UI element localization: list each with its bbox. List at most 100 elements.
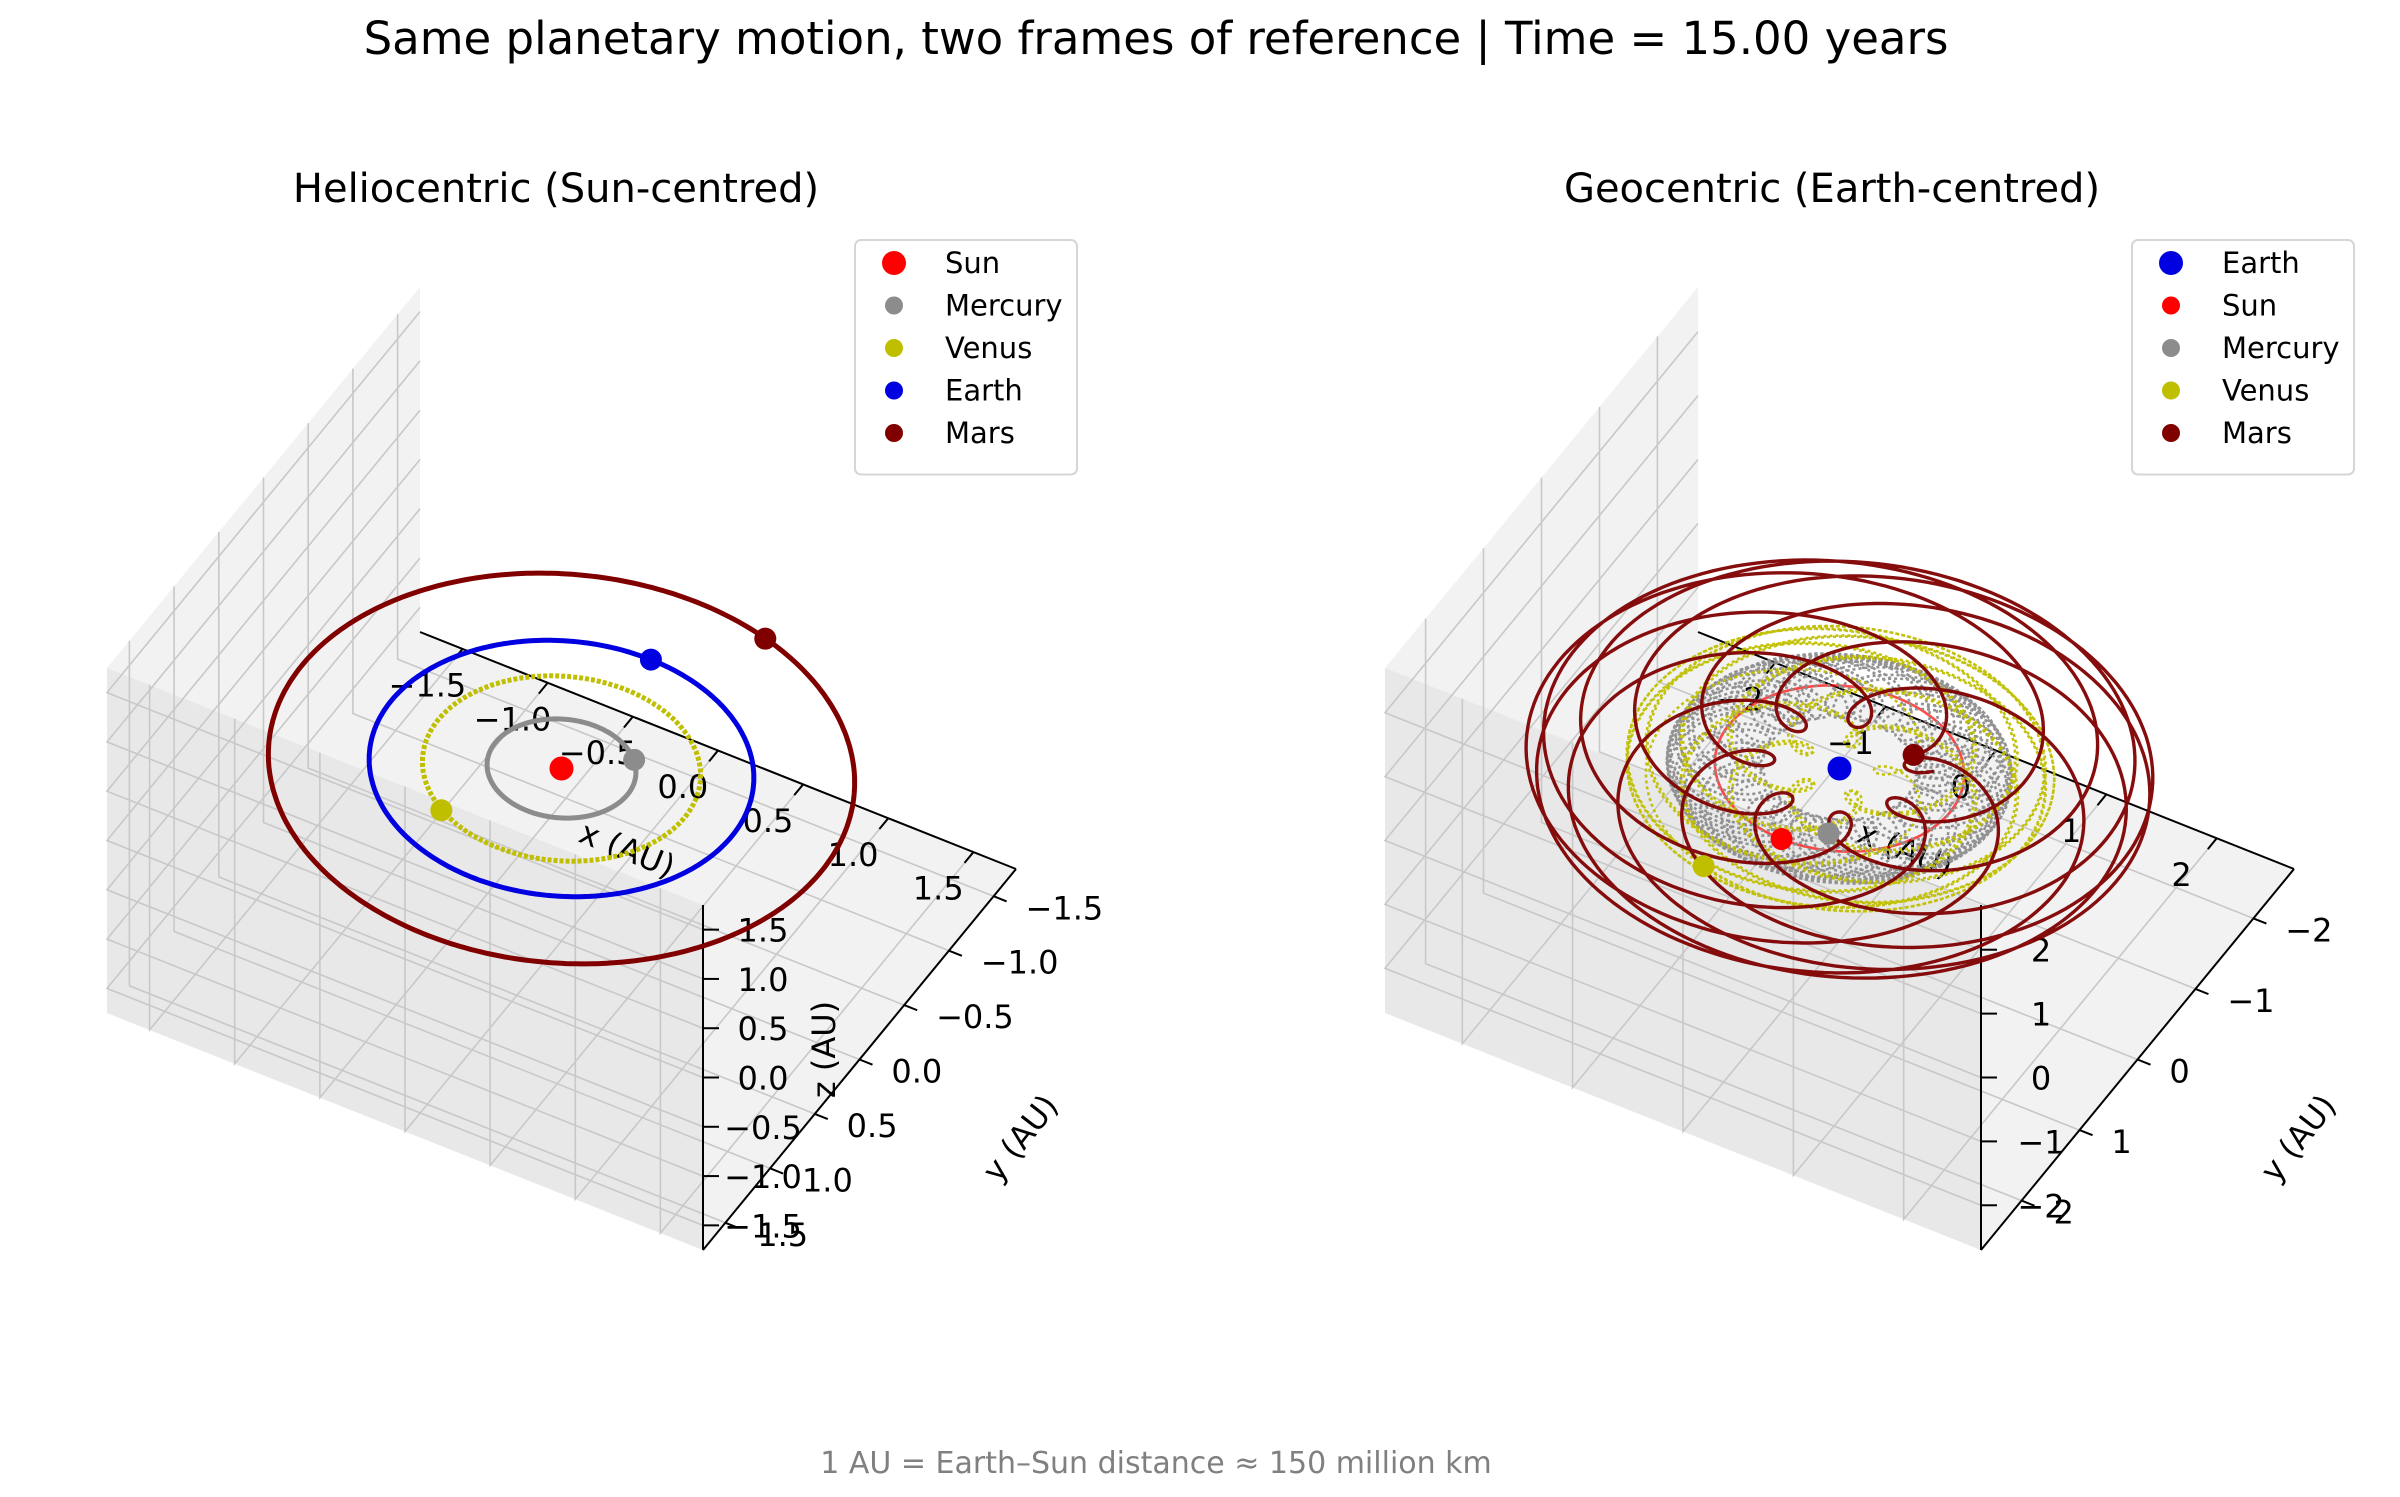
y-tick-label: 2 — [2053, 1194, 2073, 1232]
x-tick-mark — [2096, 793, 2108, 806]
orbit-earth — [366, 637, 757, 900]
y-grid-line — [218, 531, 816, 1115]
z-tick-label: 1.0 — [738, 961, 789, 999]
legend-marker-mars — [2162, 424, 2180, 442]
y-grid-line — [262, 477, 860, 1061]
marker-sun — [549, 756, 574, 781]
legend-label-mars: Mars — [2222, 416, 2292, 450]
legend-label-mars: Mars — [945, 416, 1015, 450]
legend-label-mercury: Mercury — [945, 289, 1063, 323]
x-tick-label: 0.5 — [742, 802, 793, 840]
y-grid-line — [307, 423, 905, 1006]
x-grid-line — [1792, 793, 2108, 1178]
y-tick-mark — [724, 1221, 739, 1229]
figure-footnote: 1 AU = Earth–Sun distance ≈ 150 million … — [820, 1446, 1492, 1481]
x-tick-mark — [793, 783, 804, 796]
y-tick-mark — [859, 1058, 873, 1066]
legend-marker-venus — [2162, 381, 2180, 400]
y-grid-line — [1424, 618, 2022, 1202]
legend-label-earth: Earth — [945, 374, 1023, 408]
y-grid-line — [396, 314, 994, 897]
x-grid-line — [404, 749, 719, 1134]
heliocentric-legend: Sun Mercury Venus Earth Mars — [854, 239, 1078, 476]
y-grid-line — [1656, 336, 2254, 920]
y-tick-label: 1 — [2111, 1123, 2131, 1161]
y-tick-mark — [814, 1112, 829, 1121]
legend-marker-sun — [882, 251, 906, 275]
z-grid-line — [1383, 458, 1982, 1079]
x-tick-mark — [538, 682, 549, 695]
y-tick-mark — [2253, 917, 2267, 925]
marker-mars — [1902, 743, 1925, 766]
x-tick-mark — [623, 716, 634, 729]
marker-venus — [430, 799, 453, 822]
orbit-venus — [419, 673, 704, 864]
x-tick-label: −1 — [1827, 724, 1874, 762]
x-grid-line — [148, 648, 464, 1033]
marker-earth — [1827, 756, 1852, 781]
z-axis-label: z (AU) — [805, 1001, 843, 1098]
geocentric-title: Geocentric (Earth-centred) — [1564, 166, 2100, 212]
legend-label-venus: Venus — [2222, 374, 2309, 408]
legend-label-earth: Earth — [2222, 246, 2300, 280]
y-tick-mark — [2137, 1058, 2151, 1066]
x-tick-label: 1 — [2061, 812, 2081, 850]
x-tick-mark — [708, 749, 719, 762]
legend-marker-mercury — [885, 296, 903, 315]
y-tick-label: −1 — [2227, 982, 2274, 1020]
heliocentric-orbits — [265, 570, 858, 967]
x-tick-mark — [878, 817, 890, 830]
x-grid-line — [659, 851, 975, 1236]
heliocentric-panel: Heliocentric (Sun-centred) −1.5 −1.0 −0.5 0… — [105, 166, 1103, 1254]
legend-box — [2131, 239, 2355, 476]
x-grid-line — [1902, 837, 2218, 1222]
x-tick-mark — [2207, 837, 2218, 850]
x-grid-line — [489, 783, 804, 1168]
x-grid-line — [574, 817, 889, 1202]
y-grid-line — [1482, 548, 2080, 1131]
z-tick-label: −0.5 — [724, 1109, 802, 1147]
heliocentric-axes: −1.5−1.0−0.50.00.51.01.5−1.5−1.0−0.50.00… — [105, 287, 1103, 1254]
z-tick-label: −1.0 — [724, 1158, 802, 1196]
heliocentric-markers — [430, 627, 777, 822]
x-tick-mark — [963, 851, 975, 864]
y-tick-label: 0.0 — [891, 1053, 942, 1091]
y-tick-mark — [993, 895, 1008, 903]
z-tick-label: −1.5 — [724, 1207, 802, 1245]
y-tick-label: 1.0 — [802, 1161, 853, 1199]
x-tick-label: 2 — [2171, 856, 2191, 894]
marker-venus — [1692, 855, 1715, 878]
y-axis-label: y (AU) — [975, 1087, 1066, 1189]
x-tick-label: 1.5 — [913, 870, 964, 908]
y-tick-mark — [2079, 1129, 2093, 1137]
legend-label-sun: Sun — [945, 246, 1000, 280]
x-grid-line — [1461, 662, 1776, 1046]
z-grid-line — [105, 508, 704, 1128]
legend-marker-earth — [2159, 251, 2183, 275]
y-tick-mark — [769, 1167, 784, 1175]
y-tick-label: 1.5 — [757, 1216, 808, 1254]
legend-marker-mars — [885, 424, 903, 442]
legend-label-sun: Sun — [2222, 289, 2277, 323]
z-grid-line — [105, 360, 704, 980]
marker-sun — [1770, 828, 1793, 851]
y-tick-mark — [948, 949, 963, 957]
geocentric-markers — [1692, 743, 1925, 878]
z-grid-line — [105, 606, 704, 1227]
y-tick-mark — [2195, 988, 2209, 996]
trail-mars — [1524, 558, 2155, 980]
legend-label-venus: Venus — [945, 331, 1032, 365]
legend-marker-sun — [2162, 296, 2180, 315]
y-grid-line — [128, 640, 726, 1224]
marker-earth — [639, 648, 662, 671]
orbit-mercury — [484, 716, 639, 821]
y-tick-label: 0.5 — [847, 1107, 898, 1145]
z-tick-label: −2 — [2017, 1187, 2064, 1225]
legend-box — [854, 239, 1078, 476]
heliocentric-title: Heliocentric (Sun-centred) — [293, 166, 819, 212]
y-tick-label: −0.5 — [936, 998, 1014, 1036]
y-grid-line — [352, 368, 950, 952]
geocentric-panel: Geocentric (Earth-centred) −2−1012−2−101… — [1383, 166, 2355, 1251]
